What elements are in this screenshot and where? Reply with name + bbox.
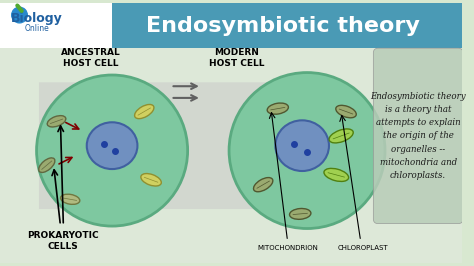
Ellipse shape	[141, 173, 161, 186]
Ellipse shape	[135, 105, 154, 119]
Text: Endosymbiotic theory: Endosymbiotic theory	[146, 16, 419, 36]
Text: Online: Online	[25, 24, 49, 33]
Text: PROKARYOTIC
CELLS: PROKARYOTIC CELLS	[27, 231, 99, 251]
Ellipse shape	[87, 122, 137, 169]
Ellipse shape	[324, 168, 348, 181]
FancyBboxPatch shape	[374, 48, 463, 224]
FancyArrow shape	[39, 77, 312, 214]
Ellipse shape	[39, 158, 55, 172]
Ellipse shape	[229, 73, 385, 228]
Text: Endosymbiotic theory
is a theory that
attempts to explain
the origin of the
orga: Endosymbiotic theory is a theory that at…	[370, 92, 466, 180]
Ellipse shape	[47, 116, 66, 127]
FancyBboxPatch shape	[0, 3, 112, 48]
Ellipse shape	[267, 103, 288, 114]
Circle shape	[12, 7, 27, 23]
FancyArrowPatch shape	[18, 6, 22, 11]
Ellipse shape	[329, 129, 353, 143]
Text: MODERN
HOST CELL: MODERN HOST CELL	[209, 48, 264, 68]
Ellipse shape	[336, 105, 356, 118]
Ellipse shape	[275, 120, 329, 171]
Text: ANCESTRAL
HOST CELL: ANCESTRAL HOST CELL	[61, 48, 120, 68]
Text: MITOCHONDRION: MITOCHONDRION	[257, 245, 318, 251]
Ellipse shape	[254, 178, 273, 192]
FancyBboxPatch shape	[0, 48, 462, 263]
Text: CHLOROPLAST: CHLOROPLAST	[337, 245, 388, 251]
Ellipse shape	[290, 209, 311, 219]
Ellipse shape	[61, 194, 80, 204]
Text: Biology: Biology	[11, 13, 63, 26]
Ellipse shape	[36, 75, 188, 226]
FancyBboxPatch shape	[0, 3, 462, 48]
